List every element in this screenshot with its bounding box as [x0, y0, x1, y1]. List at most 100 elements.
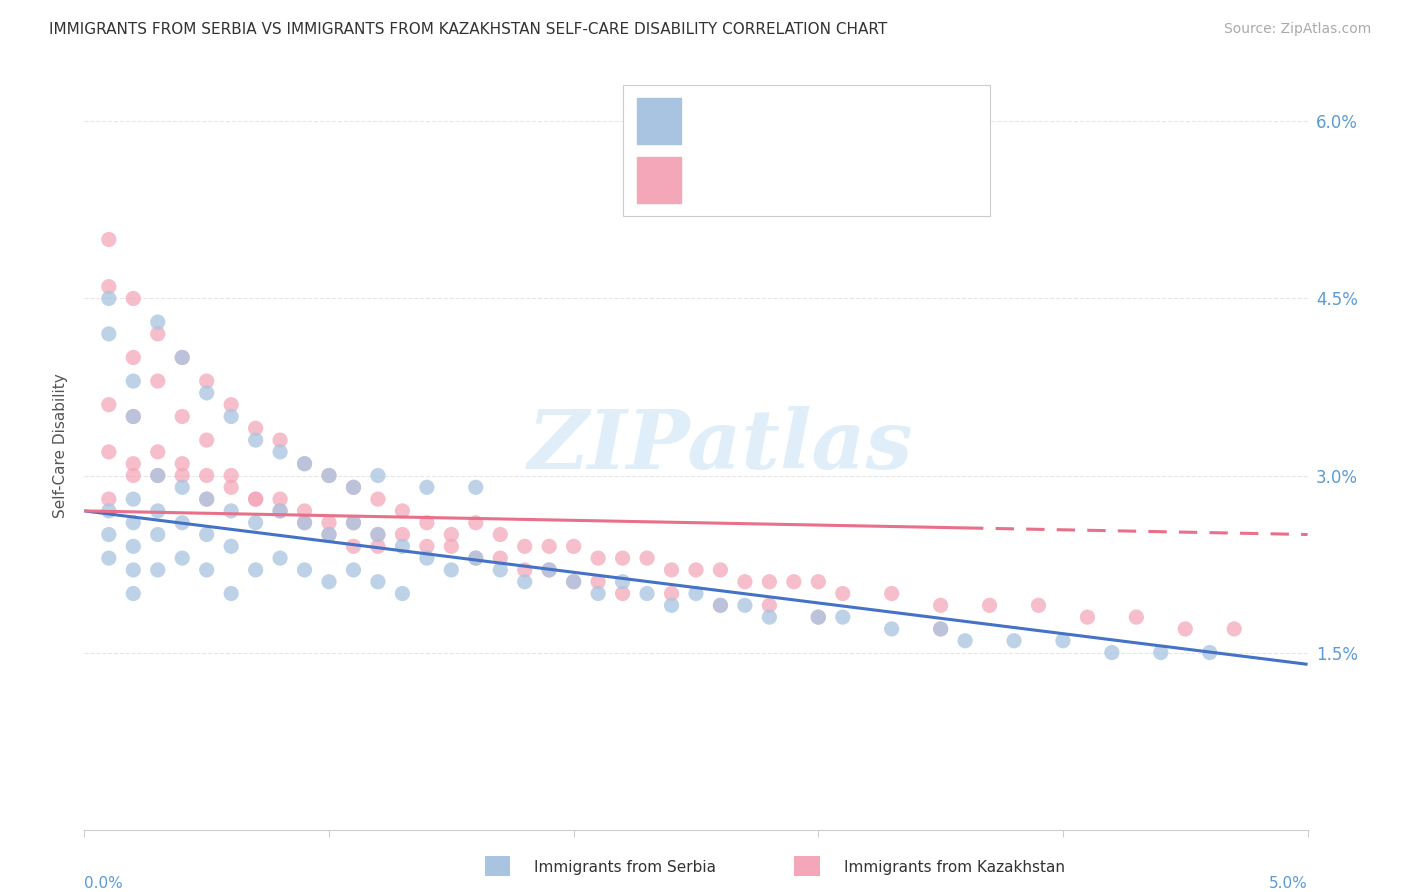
Point [294, 516, 316, 530]
Point [440, 539, 463, 553]
Point [734, 599, 756, 613]
Point [661, 563, 683, 577]
Point [831, 610, 853, 624]
Point [367, 468, 389, 483]
Point [1125, 610, 1147, 624]
Point [416, 516, 439, 530]
Point [783, 574, 806, 589]
Point [318, 574, 340, 589]
Point [391, 539, 413, 553]
Point [416, 539, 439, 553]
Point [464, 551, 486, 566]
Point [342, 539, 364, 553]
Point [219, 586, 242, 600]
Point [122, 409, 145, 424]
Point [661, 599, 683, 613]
Point [294, 457, 316, 471]
Point [538, 563, 561, 577]
Point [146, 563, 169, 577]
Point [269, 492, 291, 507]
Point [318, 468, 340, 483]
Point [416, 551, 439, 566]
Point [294, 516, 316, 530]
Point [367, 574, 389, 589]
Point [489, 563, 512, 577]
Point [122, 409, 145, 424]
Point [1198, 646, 1220, 660]
Point [219, 539, 242, 553]
Point [880, 622, 903, 636]
Point [122, 457, 145, 471]
Point [219, 480, 242, 494]
Point [636, 551, 658, 566]
Point [97, 551, 120, 566]
Point [979, 599, 1001, 613]
Point [122, 586, 145, 600]
Point [245, 492, 267, 507]
Point [709, 563, 731, 577]
Y-axis label: Self-Care Disability: Self-Care Disability [53, 374, 69, 518]
Point [195, 433, 218, 447]
Point [122, 374, 145, 388]
Point [146, 326, 169, 341]
Point [440, 563, 463, 577]
Point [416, 480, 439, 494]
Point [709, 599, 731, 613]
Text: Source: ZipAtlas.com: Source: ZipAtlas.com [1223, 22, 1371, 37]
Point [294, 504, 316, 518]
Point [245, 492, 267, 507]
Point [758, 599, 780, 613]
Point [1076, 610, 1098, 624]
Point [195, 385, 218, 400]
Text: Immigrants from Serbia: Immigrants from Serbia [534, 860, 716, 874]
Point [195, 374, 218, 388]
Point [807, 574, 830, 589]
Point [245, 516, 267, 530]
Point [146, 468, 169, 483]
Point [758, 610, 780, 624]
Point [538, 563, 561, 577]
Point [195, 468, 218, 483]
Point [562, 574, 585, 589]
Point [929, 599, 952, 613]
Point [146, 445, 169, 459]
Point [294, 457, 316, 471]
Point [219, 504, 242, 518]
Point [489, 527, 512, 541]
Point [122, 516, 145, 530]
Point [294, 563, 316, 577]
Point [122, 351, 145, 365]
Point [636, 586, 658, 600]
Point [195, 492, 218, 507]
Point [195, 492, 218, 507]
Point [953, 633, 976, 648]
Point [97, 492, 120, 507]
Point [122, 492, 145, 507]
Point [146, 374, 169, 388]
Point [245, 433, 267, 447]
Point [146, 468, 169, 483]
Point [245, 563, 267, 577]
Point [342, 480, 364, 494]
Point [97, 292, 120, 306]
Point [318, 468, 340, 483]
Point [172, 480, 194, 494]
Point [391, 586, 413, 600]
Point [661, 586, 683, 600]
Point [195, 563, 218, 577]
Point [122, 292, 145, 306]
Point [342, 516, 364, 530]
Text: ZIPatlas: ZIPatlas [527, 406, 912, 486]
Point [513, 563, 536, 577]
Point [464, 516, 486, 530]
Point [172, 457, 194, 471]
Point [807, 610, 830, 624]
Point [342, 516, 364, 530]
Point [612, 574, 634, 589]
Point [1052, 633, 1074, 648]
Point [342, 563, 364, 577]
Point [562, 539, 585, 553]
Point [391, 504, 413, 518]
Point [122, 468, 145, 483]
Point [318, 516, 340, 530]
